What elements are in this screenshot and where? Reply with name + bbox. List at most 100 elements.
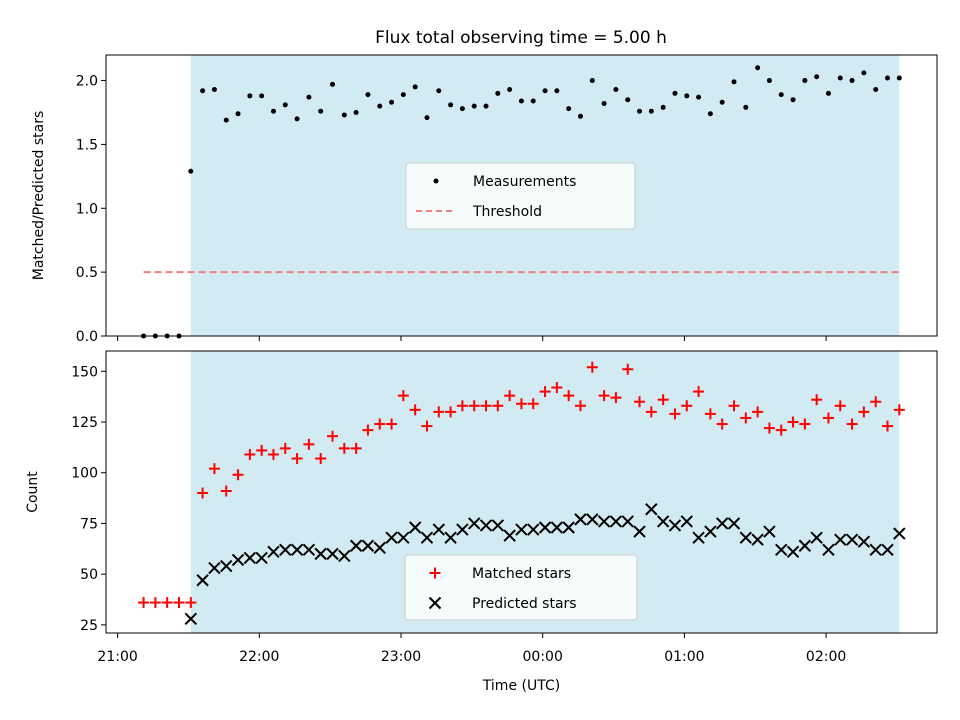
- measurement-point: [211, 86, 217, 92]
- measurement-point: [648, 108, 654, 114]
- predicted-point: [715, 517, 729, 530]
- measurement-point: [436, 88, 442, 94]
- x-tick-label: 21:00: [97, 649, 137, 665]
- measurement-point: [849, 78, 855, 84]
- count-y-ticks: 25 50 75 100 125 150: [71, 364, 106, 634]
- matched-point: [350, 442, 362, 454]
- measurement-point: [637, 108, 643, 114]
- predicted-point: [208, 561, 221, 575]
- x-tick-label: 02:00: [806, 649, 846, 665]
- measurement-point: [530, 98, 536, 104]
- matched-point: [657, 394, 669, 406]
- matched-point: [586, 361, 598, 373]
- measurement-point: [613, 86, 619, 92]
- measurement-point: [448, 102, 454, 108]
- predicted-point: [231, 553, 245, 567]
- predicted-point: [834, 533, 847, 546]
- predicted-point: [893, 527, 906, 540]
- measurement-point: [837, 75, 843, 81]
- measurement-point: [873, 86, 879, 92]
- predicted-point: [621, 515, 634, 528]
- predicted-point: [881, 543, 894, 557]
- matched-point: [527, 398, 539, 410]
- measurement-point: [896, 75, 902, 81]
- measurement-point: [495, 90, 501, 96]
- matched-point: [480, 400, 492, 412]
- predicted-point: [609, 515, 623, 528]
- predicted-point: [279, 543, 292, 557]
- predicted-point: [751, 533, 764, 546]
- predicted-point: [656, 515, 670, 528]
- measurement-point: [825, 90, 831, 96]
- y-tick-label: 1.5: [76, 137, 98, 153]
- measurement-point: [341, 112, 347, 118]
- predicted-point: [338, 549, 351, 563]
- measurement-point: [330, 81, 336, 87]
- matched-point: [327, 430, 339, 442]
- matched-point: [492, 400, 504, 412]
- y-tick-label: 0.5: [76, 265, 98, 281]
- matched-point: [433, 406, 445, 418]
- measurement-point: [672, 90, 678, 96]
- predicted-point: [727, 517, 741, 530]
- matched-point: [315, 453, 327, 465]
- predicted-point: [763, 525, 776, 538]
- predicted-point: [515, 523, 528, 536]
- predicted-point: [385, 531, 398, 544]
- measurement-point: [235, 111, 241, 117]
- measurement-point: [861, 70, 867, 76]
- matched-point: [858, 406, 870, 418]
- measurement-point: [743, 104, 749, 110]
- matched-point: [799, 418, 811, 430]
- ratio-y-axis-label: Matched/Predicted stars: [31, 111, 47, 281]
- legend-measurements-label: Measurements: [473, 174, 576, 190]
- matched-point: [622, 363, 634, 375]
- predicted-point: [314, 547, 327, 561]
- predicted-point: [420, 531, 434, 544]
- measurement-point: [790, 97, 796, 103]
- matched-point: [256, 444, 268, 456]
- ratio-axes-frame: [105, 54, 938, 337]
- measurement-point: [518, 98, 524, 104]
- x-tick-label: 22:00: [239, 649, 279, 665]
- legend-matched-glyph: [429, 567, 441, 579]
- matched-point: [811, 394, 823, 406]
- measurement-point: [318, 108, 324, 114]
- matched-point: [220, 485, 232, 497]
- predicted-point: [550, 521, 564, 534]
- predicted-point: [527, 523, 540, 536]
- ratio-panel: 0.00.51.01.52.0 Matched/Predicted stars …: [31, 54, 938, 345]
- y-tick-label: 25: [80, 618, 98, 634]
- measurement-point: [294, 116, 300, 122]
- predicted-point: [290, 543, 304, 557]
- predicted-point: [444, 531, 457, 544]
- matched-point: [551, 382, 563, 394]
- ratio-legend: Measurements Threshold: [405, 162, 636, 230]
- predicted-point: [538, 521, 552, 534]
- matched-point: [669, 408, 681, 420]
- measurement-point: [731, 79, 737, 85]
- predicted-point: [597, 515, 611, 528]
- predicted-point: [243, 551, 257, 565]
- matched-point: [421, 420, 433, 432]
- measurement-point: [259, 93, 265, 99]
- matched-point: [870, 396, 882, 408]
- x-axis-label: Time (UTC): [482, 678, 560, 694]
- matched-point: [149, 597, 161, 609]
- matched-point: [338, 442, 350, 454]
- predicted-point: [220, 559, 233, 573]
- predicted-point: [349, 539, 363, 552]
- matched-point: [574, 400, 586, 412]
- matched-point: [822, 412, 834, 424]
- measurement-point: [755, 65, 761, 71]
- matched-point: [374, 418, 386, 430]
- matched-point: [846, 418, 858, 430]
- predicted-point: [468, 517, 481, 530]
- matched-point: [539, 386, 551, 398]
- matched-point: [763, 422, 775, 434]
- predicted-point: [810, 531, 823, 544]
- measurement-point: [601, 101, 607, 107]
- matched-point: [740, 412, 752, 424]
- measurement-point: [625, 97, 631, 103]
